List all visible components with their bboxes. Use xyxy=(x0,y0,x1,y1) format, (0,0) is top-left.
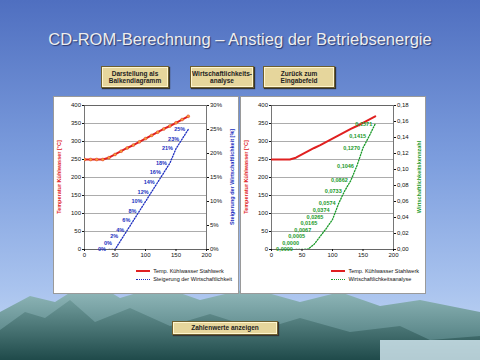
svg-text:250: 250 xyxy=(71,156,82,162)
html-text:Temperatur Kühlwasser [°C]: Temperatur Kühlwasser [°C] xyxy=(56,140,62,214)
html-text:Zahlenwerte anzeigen: Zahlenwerte anzeigen xyxy=(191,324,259,332)
html-text:Steigerung der Wirtschaftlichk: Steigerung der Wirtschaftlichkeit [%] xyxy=(229,128,235,226)
svg-text:0,0000: 0,0000 xyxy=(282,240,299,246)
svg-text:15%: 15% xyxy=(210,174,223,180)
svg-text:0%: 0% xyxy=(210,246,219,252)
svg-text:0,12: 0,12 xyxy=(397,150,409,156)
svg-text:0,18: 0,18 xyxy=(397,102,409,108)
svg-text:0%: 0% xyxy=(104,240,112,246)
svg-text:21%: 21% xyxy=(162,145,173,151)
svg-text:20%: 20% xyxy=(210,150,223,156)
svg-text:2%: 2% xyxy=(110,233,118,239)
svg-text:30%: 30% xyxy=(210,102,223,108)
svg-text:0,10: 0,10 xyxy=(397,166,409,172)
svg-text:0,0265: 0,0265 xyxy=(307,214,324,220)
svg-text:150: 150 xyxy=(258,192,269,198)
html-text:Wirtschaftlichkeitsanalyse: Wirtschaftlichkeitsanalyse xyxy=(348,276,412,282)
svg-text:50: 50 xyxy=(261,228,268,234)
svg-text:0,08: 0,08 xyxy=(397,182,409,188)
svg-text:100: 100 xyxy=(140,252,151,258)
svg-text:100: 100 xyxy=(258,210,269,216)
svg-text:0%: 0% xyxy=(98,246,106,252)
svg-text:5%: 5% xyxy=(210,222,219,228)
html-text:Darstellung als Balkendiagramm: Darstellung als Balkendiagramm xyxy=(108,69,162,84)
svg-text:0,0862: 0,0862 xyxy=(331,177,348,183)
svg-text:400: 400 xyxy=(71,102,82,108)
svg-text:0: 0 xyxy=(265,246,269,252)
svg-text:23%: 23% xyxy=(168,136,179,142)
svg-text:0,1571: 0,1571 xyxy=(355,121,372,127)
svg-text:50: 50 xyxy=(112,252,119,258)
svg-text:6%: 6% xyxy=(122,217,130,223)
svg-text:300: 300 xyxy=(258,138,269,144)
svg-text:25%: 25% xyxy=(210,126,223,132)
svg-text:50: 50 xyxy=(299,252,306,258)
svg-text:0: 0 xyxy=(78,246,82,252)
svg-text:150: 150 xyxy=(171,252,182,258)
svg-text:0: 0 xyxy=(83,252,87,258)
svg-text:16%: 16% xyxy=(150,169,161,175)
svg-text:14%: 14% xyxy=(144,179,155,185)
svg-text:10%: 10% xyxy=(210,198,223,204)
svg-text:100: 100 xyxy=(71,210,82,216)
html-text:Wirtschaftlichkeits-analyse: Wirtschaftlichkeits-analyse xyxy=(192,69,252,84)
html-text:CD-ROM-Berechnung – Anstieg de: CD-ROM-Berechnung – Anstieg der Betriebs… xyxy=(48,30,432,48)
svg-text:150: 150 xyxy=(358,252,369,258)
svg-text:100: 100 xyxy=(327,252,338,258)
svg-text:0,06: 0,06 xyxy=(397,198,409,204)
svg-text:250: 250 xyxy=(258,156,269,162)
html-text:Temp. Kühlwasser Stahlwerk: Temp. Kühlwasser Stahlwerk xyxy=(153,268,224,274)
svg-text:50: 50 xyxy=(74,228,81,234)
svg-text:0,1415: 0,1415 xyxy=(349,133,366,139)
svg-text:300: 300 xyxy=(71,138,82,144)
svg-text:0,0165: 0,0165 xyxy=(300,220,317,226)
svg-text:0,14: 0,14 xyxy=(397,134,409,140)
svg-text:0,0733: 0,0733 xyxy=(325,188,342,194)
svg-text:12%: 12% xyxy=(138,189,149,195)
svg-text:8%: 8% xyxy=(128,208,136,214)
svg-text:150: 150 xyxy=(71,192,82,198)
svg-text:0,02: 0,02 xyxy=(397,230,409,236)
svg-text:0,0374: 0,0374 xyxy=(313,207,331,213)
svg-text:0,00: 0,00 xyxy=(397,246,409,252)
svg-text:0,1046: 0,1046 xyxy=(337,163,354,169)
svg-text:0,0574: 0,0574 xyxy=(319,200,337,206)
svg-text:25%: 25% xyxy=(174,126,185,132)
svg-text:10%: 10% xyxy=(131,198,142,204)
svg-text:0,1270: 0,1270 xyxy=(343,145,360,151)
svg-text:400: 400 xyxy=(258,102,269,108)
svg-text:0,16: 0,16 xyxy=(397,118,409,124)
svg-text:18%: 18% xyxy=(156,160,167,166)
svg-text:0: 0 xyxy=(270,252,274,258)
svg-text:350: 350 xyxy=(258,120,269,126)
svg-text:0,0005: 0,0005 xyxy=(288,233,305,239)
svg-text:0,0067: 0,0067 xyxy=(294,227,311,233)
svg-text:0,0000: 0,0000 xyxy=(276,246,293,252)
svg-text:200: 200 xyxy=(201,252,212,258)
html-text:Wirtschaftlichkeitskennzahl: Wirtschaftlichkeitskennzahl xyxy=(416,140,422,214)
svg-text:200: 200 xyxy=(71,174,82,180)
svg-text:4%: 4% xyxy=(116,227,124,233)
html-text:Steigerung der Wirtschaftlichk: Steigerung der Wirtschaftlichkeit xyxy=(153,276,232,282)
html-text:Temperatur Kühlwasser [°C]: Temperatur Kühlwasser [°C] xyxy=(243,140,249,214)
svg-text:200: 200 xyxy=(258,174,269,180)
html-text:Temp. Kühlwasser Stahlwerk: Temp. Kühlwasser Stahlwerk xyxy=(348,268,419,274)
svg-text:350: 350 xyxy=(71,120,82,126)
svg-text:200: 200 xyxy=(388,252,399,258)
html-text:Zurück zum Eingabefeld: Zurück zum Eingabefeld xyxy=(280,69,318,84)
svg-text:0,04: 0,04 xyxy=(397,214,409,220)
